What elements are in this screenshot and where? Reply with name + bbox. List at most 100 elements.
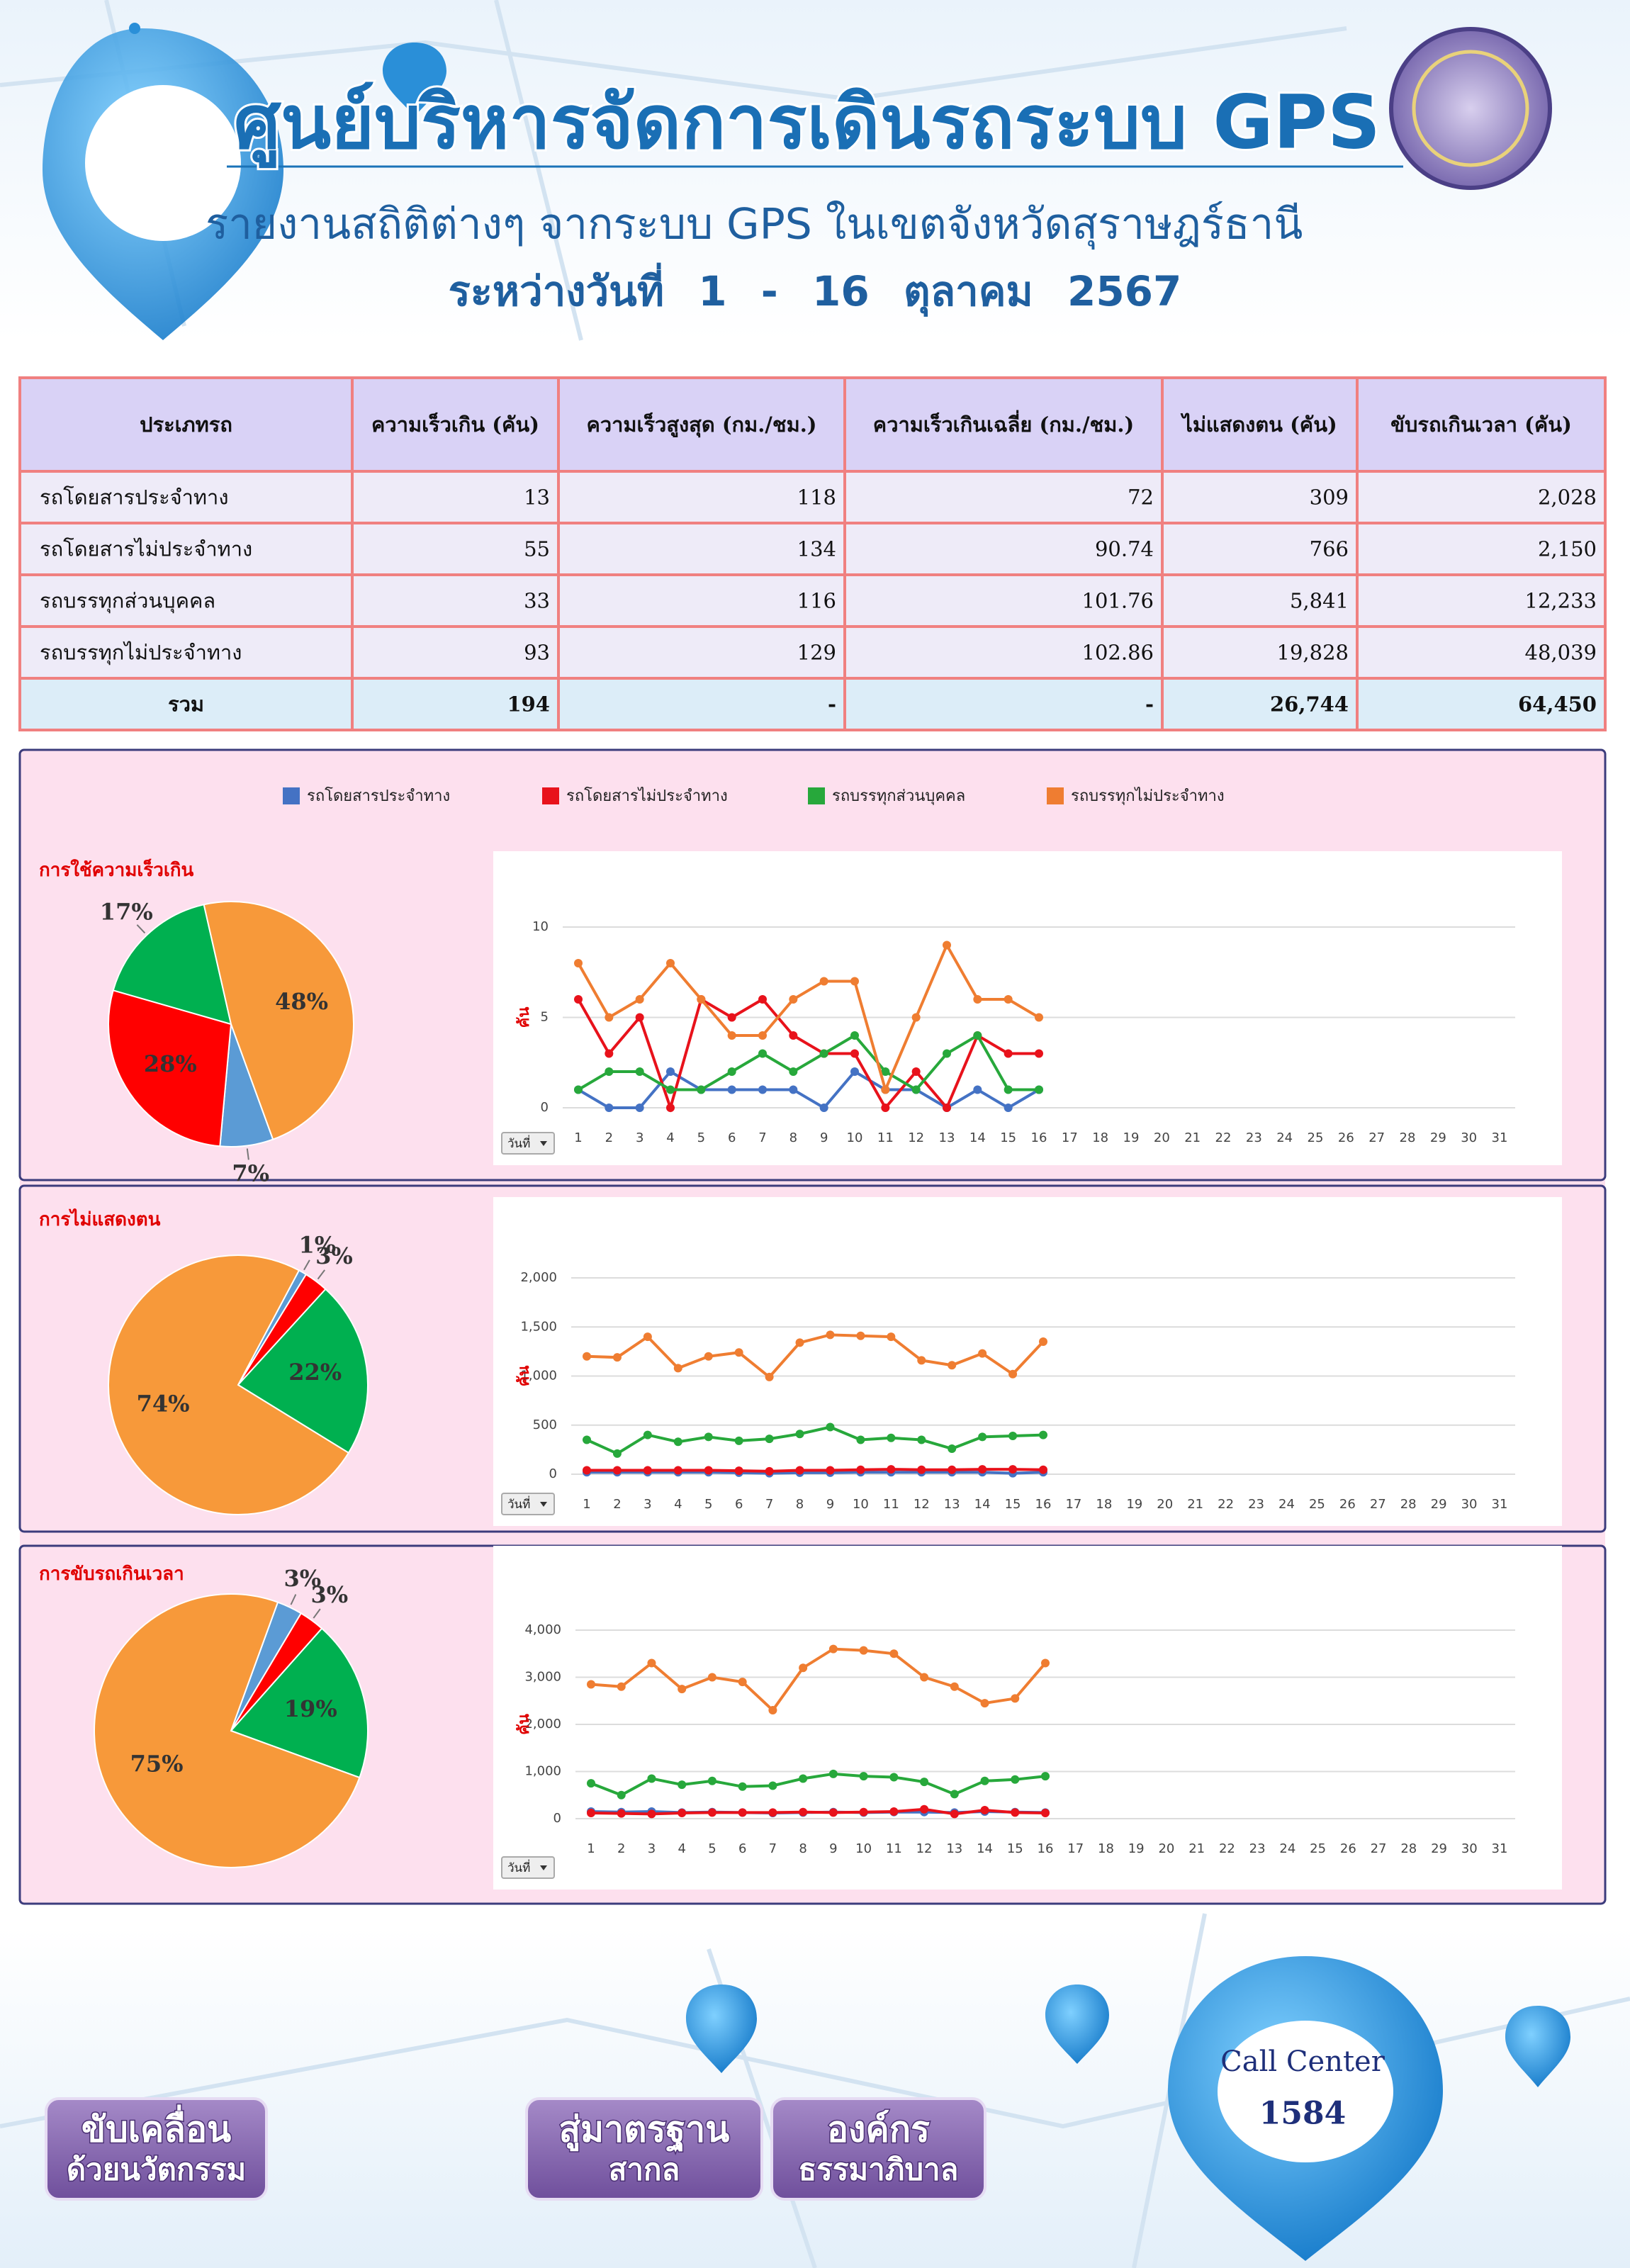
- data-point: [635, 1067, 644, 1076]
- data-point: [612, 1353, 622, 1362]
- x-tick-label: 26: [1340, 1841, 1356, 1856]
- footer-badge: [770, 2097, 987, 2201]
- filter-button: [501, 1856, 555, 1879]
- data-point: [943, 941, 951, 950]
- table-cell: [1161, 573, 1359, 628]
- x-tick-label: 8: [799, 1841, 806, 1856]
- x-tick-label: 19: [1123, 1130, 1140, 1145]
- x-tick-label: 29: [1430, 1130, 1446, 1145]
- data-label: 17%: [100, 898, 153, 925]
- filter-button: [501, 1493, 555, 1515]
- x-tick-label: 12: [916, 1841, 933, 1856]
- table-header-cell: ความเร็วสูงสุด (กม./ชม.): [586, 412, 816, 437]
- data-point: [978, 1465, 987, 1474]
- table-header-cell: ประเภทรถ: [140, 412, 232, 437]
- data-point: [1008, 1465, 1018, 1474]
- data-point: [943, 1104, 951, 1112]
- table-cell-text: 33: [524, 589, 550, 613]
- series-line: [586, 1425, 1044, 1456]
- x-tick-label: 4: [674, 1497, 682, 1512]
- plot-background: [493, 1197, 1562, 1526]
- data-point: [673, 1466, 682, 1475]
- data-point: [727, 1031, 736, 1040]
- x-tick-label: 21: [1188, 1841, 1205, 1856]
- data-point: [704, 1352, 713, 1361]
- data-point: [678, 1780, 687, 1790]
- x-tick-label: 1: [583, 1497, 590, 1512]
- series-line: [590, 1647, 1047, 1713]
- filter-button: [501, 1132, 555, 1155]
- data-point: [978, 1432, 987, 1442]
- leader-line: [317, 1269, 325, 1280]
- page-title: ศูนย์บริหารจัดการเดินรถระบบ GPS: [234, 79, 1381, 168]
- x-tick-label: 8: [789, 1130, 797, 1145]
- y-tick-label: 5: [541, 1010, 549, 1025]
- page-subtitle: รายงานสถิติต่างๆ จากระบบ GPS ในเขตจังหวั…: [206, 200, 1303, 250]
- footer-badge: [525, 2097, 763, 2201]
- data-point: [734, 1348, 743, 1357]
- x-tick-label: 24: [1278, 1497, 1295, 1512]
- x-tick-label: 16: [1031, 1130, 1047, 1145]
- data-point: [973, 1085, 982, 1094]
- data-point: [795, 1430, 804, 1439]
- data-point: [850, 1067, 859, 1076]
- x-tick-label: 22: [1219, 1841, 1235, 1856]
- data-point: [673, 1364, 682, 1373]
- x-tick-label: 3: [648, 1841, 656, 1856]
- data-point: [768, 1706, 777, 1715]
- x-tick-label: 20: [1154, 1130, 1170, 1145]
- x-tick-label: 17: [1065, 1497, 1081, 1512]
- data-point: [1041, 1809, 1050, 1818]
- footer-badge-text: องค์กร: [827, 2109, 930, 2150]
- data-point: [727, 1013, 736, 1022]
- data-point: [768, 1808, 777, 1817]
- data-point: [980, 1699, 989, 1708]
- series-line: [577, 941, 1040, 1094]
- legend-swatch: [542, 787, 559, 804]
- data-point: [950, 1682, 959, 1691]
- x-tick-label: 23: [1249, 1841, 1266, 1856]
- x-tick-label: 30: [1461, 1841, 1478, 1856]
- call-center-label: Call Center: [1220, 2045, 1386, 2078]
- pie-slice: [237, 1288, 369, 1454]
- data-point: [635, 1104, 644, 1112]
- table-cell: [843, 677, 1164, 731]
- dropdown-arrow: [540, 1502, 547, 1507]
- chart-title: การใช้ความเร็วเกิน: [39, 858, 193, 881]
- table-cell-text: รถโดยสารประจำทาง: [40, 485, 229, 510]
- series-line: [577, 997, 1039, 1113]
- data-point: [583, 1435, 591, 1444]
- y-tick-label: 4,000: [524, 1622, 561, 1637]
- x-tick-label: 4: [666, 1130, 674, 1145]
- x-tick-label: 5: [708, 1841, 716, 1856]
- table-cell-text: -: [1145, 692, 1154, 717]
- data-point: [826, 1422, 835, 1432]
- pin-small: [1505, 2006, 1570, 2087]
- x-tick-label: 9: [826, 1497, 834, 1512]
- x-tick-label: 18: [1092, 1130, 1108, 1145]
- data-point: [583, 1352, 591, 1361]
- data-point: [612, 1449, 622, 1458]
- y-tick-label: 0: [549, 1466, 557, 1481]
- table-cell-text: 5,841: [1290, 589, 1349, 613]
- data-point: [856, 1331, 865, 1340]
- table-cell-text: 194: [507, 692, 550, 717]
- data-point: [828, 1769, 838, 1778]
- x-tick-label: 29: [1431, 1841, 1447, 1856]
- data-point: [643, 1466, 652, 1475]
- table-cell-text: 134: [797, 537, 836, 561]
- x-tick-label: 16: [1035, 1497, 1052, 1512]
- x-tick-label: 17: [1067, 1841, 1084, 1856]
- data-point: [859, 1772, 868, 1781]
- table-header-cell: ความเร็วเกิน (คัน): [371, 412, 539, 437]
- data-point: [859, 1646, 868, 1655]
- data-point: [881, 1085, 890, 1094]
- legend-swatch: [283, 787, 300, 804]
- x-tick-label: 3: [636, 1130, 643, 1145]
- data-point: [1011, 1694, 1020, 1703]
- data-point: [1035, 1049, 1043, 1058]
- data-point: [734, 1466, 743, 1476]
- data-point: [917, 1356, 926, 1365]
- data-point: [795, 1338, 804, 1347]
- y-tick-label: 500: [533, 1418, 557, 1432]
